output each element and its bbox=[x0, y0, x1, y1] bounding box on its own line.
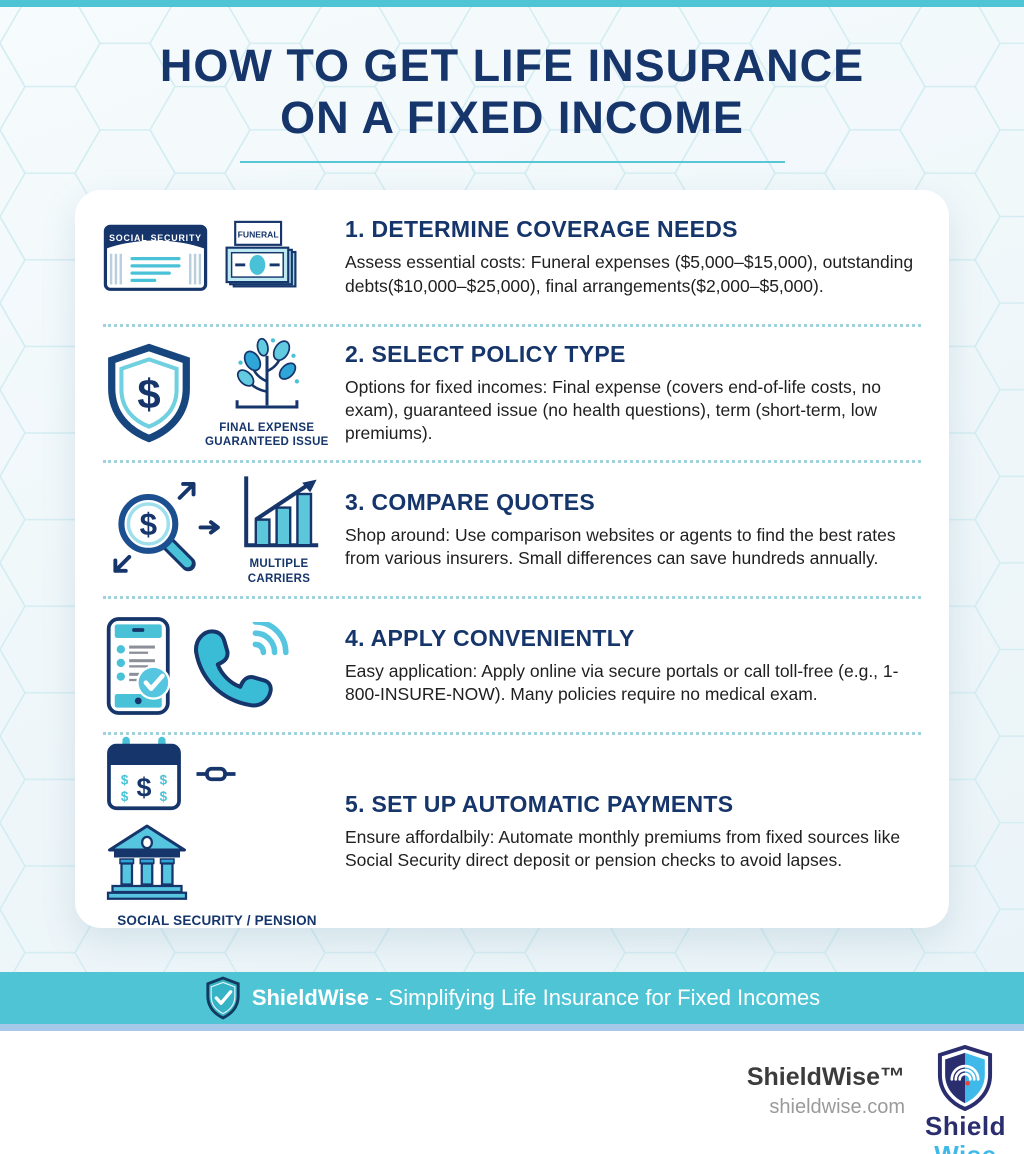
step-2-heading: 2. SELECT POLICY TYPE bbox=[345, 340, 626, 367]
svg-text:$: $ bbox=[137, 773, 152, 803]
svg-text:FUNERAL: FUNERAL bbox=[238, 230, 279, 240]
step-5-heading: 5. SET UP AUTOMATIC PAYMENTS bbox=[345, 791, 734, 818]
rising-bar-chart-icon bbox=[244, 476, 319, 548]
step-5-body: Ensure affordalbily: Automate monthly pr… bbox=[345, 827, 901, 871]
shield-dollar-icon: $ bbox=[108, 343, 190, 443]
page-title: HOW TO GET LIFE INSURANCE ON A FIXED INC… bbox=[0, 40, 1024, 144]
step-5-icon-label: SOCIAL SECURITY / PENSION bbox=[117, 913, 317, 929]
calendar-dollar-icon: $ $ $ $ $ bbox=[107, 737, 181, 811]
step-4-body: Easy application: Apply online via secur… bbox=[345, 660, 899, 705]
step-2-icons: $ bbox=[103, 337, 331, 450]
bottom-brand-block: ShieldWise™ shieldwise.com bbox=[747, 1063, 905, 1119]
logo-word-shield: Shield bbox=[924, 1111, 1006, 1141]
phone-checklist-icon bbox=[106, 616, 171, 715]
banner-brand: ShieldWise bbox=[251, 985, 369, 1010]
svg-text:$: $ bbox=[160, 773, 168, 788]
step-4-heading: 4. APPLY CONVENIENTLY bbox=[345, 624, 635, 651]
step-4-text: 4. APPLY CONVENIENTLY Easy application: … bbox=[331, 625, 921, 707]
link-icon bbox=[196, 767, 236, 782]
step-1-text: 1. DETERMINE COVERAGE NEEDS Assess essen… bbox=[331, 216, 921, 298]
step-3-text: 3. COMPARE QUOTES Shop around: Use compa… bbox=[331, 489, 921, 571]
step-2-body: Options for fixed incomes: Final expense… bbox=[345, 376, 881, 444]
check-badge-icon bbox=[136, 665, 171, 700]
steps-card: SOCIAL SECURITY bbox=[75, 190, 949, 929]
title-underline bbox=[239, 161, 785, 164]
footer-banner: ShieldWise - Simplifying Life Insurance … bbox=[0, 972, 1024, 1024]
plant-icon-group: FINAL EXPENSE GUARANTEED ISSUE bbox=[205, 337, 329, 450]
step-3-icons: $ MULTIPLE bbox=[103, 473, 331, 586]
svg-text:$: $ bbox=[140, 507, 157, 542]
step-5-icons: $ $ $ $ $ bbox=[103, 735, 331, 928]
step-3-body: Shop around: Use comparison websites or … bbox=[345, 524, 896, 568]
svg-text:$: $ bbox=[121, 773, 129, 788]
step-1-heading: 1. DETERMINE COVERAGE NEEDS bbox=[345, 216, 738, 243]
step-2: $ bbox=[103, 323, 921, 460]
magnifier-dollar-icon: $ bbox=[113, 481, 220, 573]
step-1-icons: SOCIAL SECURITY bbox=[103, 219, 331, 295]
signal-waves-icon bbox=[252, 621, 289, 655]
svg-text:$: $ bbox=[160, 789, 168, 804]
bottom-website: shieldwise.com bbox=[769, 1096, 905, 1118]
svg-text:$: $ bbox=[137, 371, 160, 418]
banner-tagline: - Simplifying Life Insurance for Fixed I… bbox=[375, 985, 821, 1010]
step-5-text: 5. SET UP AUTOMATIC PAYMENTS Ensure affo… bbox=[331, 791, 921, 873]
step-2-icon-label: FINAL EXPENSE GUARANTEED ISSUE bbox=[205, 421, 329, 449]
bar-chart-icon-group: MULTIPLE CARRIERS bbox=[235, 473, 323, 586]
step-1-body: Assess essential costs: Funeral expenses… bbox=[345, 252, 914, 296]
step-3-heading: 3. COMPARE QUOTES bbox=[345, 488, 596, 515]
page-title-line1: HOW TO GET LIFE INSURANCE bbox=[159, 40, 865, 91]
top-accent-strip bbox=[0, 0, 1024, 7]
bottom-brand-name: ShieldWise™ bbox=[746, 1063, 905, 1091]
phone-call-icon bbox=[194, 621, 289, 708]
step-1: SOCIAL SECURITY bbox=[103, 190, 921, 323]
logo-word-wise: Wise bbox=[934, 1142, 996, 1154]
step-5: $ $ $ $ $ bbox=[103, 732, 921, 928]
arrow-right-icon bbox=[198, 519, 220, 535]
svg-text:SOCIAL SECURITY: SOCIAL SECURITY bbox=[109, 233, 202, 243]
step-4-icons bbox=[103, 616, 331, 716]
banner-text: ShieldWise - Simplifying Life Insurance … bbox=[252, 985, 820, 1011]
page-title-line2: ON A FIXED INCOME bbox=[280, 92, 744, 144]
growth-plant-icon bbox=[235, 337, 299, 409]
step-3: $ MULTIPLE bbox=[103, 459, 921, 596]
bottom-branding: ShieldWise™ shieldwise.com Shield bbox=[747, 1045, 1006, 1154]
bottom-branding-area: ShieldWise™ shieldwise.com Shield bbox=[0, 1031, 1024, 1154]
banner-bottom-strip bbox=[0, 1024, 1024, 1031]
shieldwise-logo: Shield Wise bbox=[925, 1045, 1006, 1154]
shieldwise-logo-shield-icon bbox=[938, 1045, 993, 1111]
svg-text:$: $ bbox=[121, 789, 129, 804]
bank-icon bbox=[106, 824, 188, 901]
funeral-money-icon: FUNERAL bbox=[225, 220, 297, 288]
header: HOW TO GET LIFE INSURANCE ON A FIXED INC… bbox=[0, 40, 1024, 164]
shield-check-icon bbox=[206, 976, 240, 1020]
step-4: 4. APPLY CONVENIENTLY Easy application: … bbox=[103, 596, 921, 732]
social-security-card-icon: SOCIAL SECURITY bbox=[103, 224, 208, 291]
step-3-icon-label: MULTIPLE CARRIERS bbox=[247, 558, 311, 585]
step-2-text: 2. SELECT POLICY TYPE Options for fixed … bbox=[331, 341, 921, 446]
